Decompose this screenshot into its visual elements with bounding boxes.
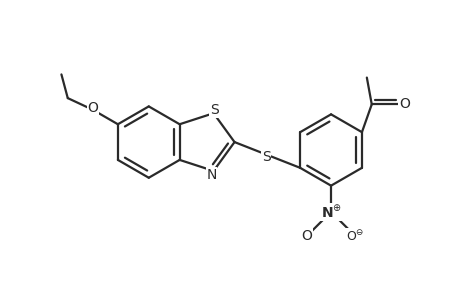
Text: $\mathbf{N}^{\oplus}$: $\mathbf{N}^{\oplus}$: [320, 203, 341, 220]
Text: O: O: [398, 98, 409, 111]
Text: S: S: [262, 150, 270, 164]
Text: O: O: [301, 229, 312, 243]
Text: O: O: [87, 101, 98, 115]
Text: S: S: [210, 103, 218, 117]
Text: N: N: [206, 168, 216, 182]
Text: O$^{\ominus}$: O$^{\ominus}$: [345, 229, 364, 244]
